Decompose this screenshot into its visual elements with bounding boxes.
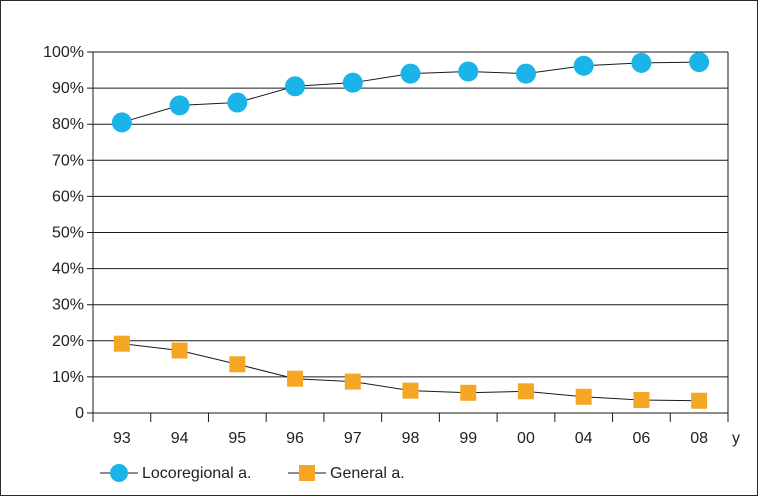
y-tick-label: 40% <box>52 261 84 278</box>
data-point <box>113 335 130 352</box>
y-tick-label: 100% <box>43 44 84 61</box>
legend-item-1: General a. <box>288 465 405 482</box>
y-tick-label: 70% <box>52 152 84 169</box>
legend-item-0: Locoregional a. <box>100 464 251 482</box>
data-point <box>573 55 594 76</box>
data-point <box>458 61 479 82</box>
y-tick-label: 30% <box>52 297 84 314</box>
x-tick-label: 97 <box>344 430 362 447</box>
data-point <box>691 392 708 409</box>
data-point <box>227 92 248 113</box>
data-point <box>111 112 132 133</box>
axes <box>92 52 729 422</box>
series-group <box>111 52 710 409</box>
legend-marker <box>299 465 315 481</box>
data-point <box>342 72 363 93</box>
x-tick-label: 96 <box>286 430 304 447</box>
x-tick-label: 98 <box>402 430 420 447</box>
data-point <box>169 95 190 116</box>
legend-label: Locoregional a. <box>142 465 251 482</box>
y-tick-label: 0 <box>75 405 84 422</box>
series-0 <box>111 52 710 133</box>
y-tick-labels: 0 10% 20% 30% 40% 50% 60% 70% 80% 90% 100% <box>43 44 84 422</box>
data-point <box>460 384 477 401</box>
x-tick-label: 08 <box>690 430 708 447</box>
data-point <box>344 373 361 390</box>
x-tick-label: 95 <box>228 430 246 447</box>
data-point <box>517 383 534 400</box>
data-point <box>400 63 421 84</box>
x-axis-label: y <box>732 430 740 447</box>
data-point <box>229 356 246 373</box>
x-tick-label: 06 <box>633 430 651 447</box>
data-point <box>402 382 419 399</box>
data-point <box>515 63 536 84</box>
x-tick-labels: 93 94 95 96 97 98 99 00 04 06 08 y <box>113 430 740 447</box>
x-tick-label: 04 <box>575 430 593 447</box>
legend-label: General a. <box>330 465 405 482</box>
y-tick-label: 10% <box>52 369 84 386</box>
gridlines <box>87 51 728 414</box>
legend: Locoregional a. General a. <box>100 464 405 482</box>
series-1 <box>113 335 708 409</box>
data-point <box>631 52 652 73</box>
data-point <box>285 76 306 97</box>
data-point <box>575 388 592 405</box>
x-tick-label: 94 <box>171 430 189 447</box>
x-tick-label: 93 <box>113 430 131 447</box>
x-tick-label: 99 <box>459 430 477 447</box>
y-tick-label: 80% <box>52 116 84 133</box>
data-point <box>633 392 650 409</box>
x-tick-label: 00 <box>517 430 535 447</box>
data-point <box>287 370 304 387</box>
legend-marker <box>110 464 128 482</box>
data-point <box>689 52 710 73</box>
y-tick-label: 90% <box>52 80 84 97</box>
y-tick-label: 50% <box>52 225 84 242</box>
y-tick-label: 20% <box>52 333 84 350</box>
y-tick-label: 60% <box>52 188 84 205</box>
data-point <box>171 342 188 359</box>
